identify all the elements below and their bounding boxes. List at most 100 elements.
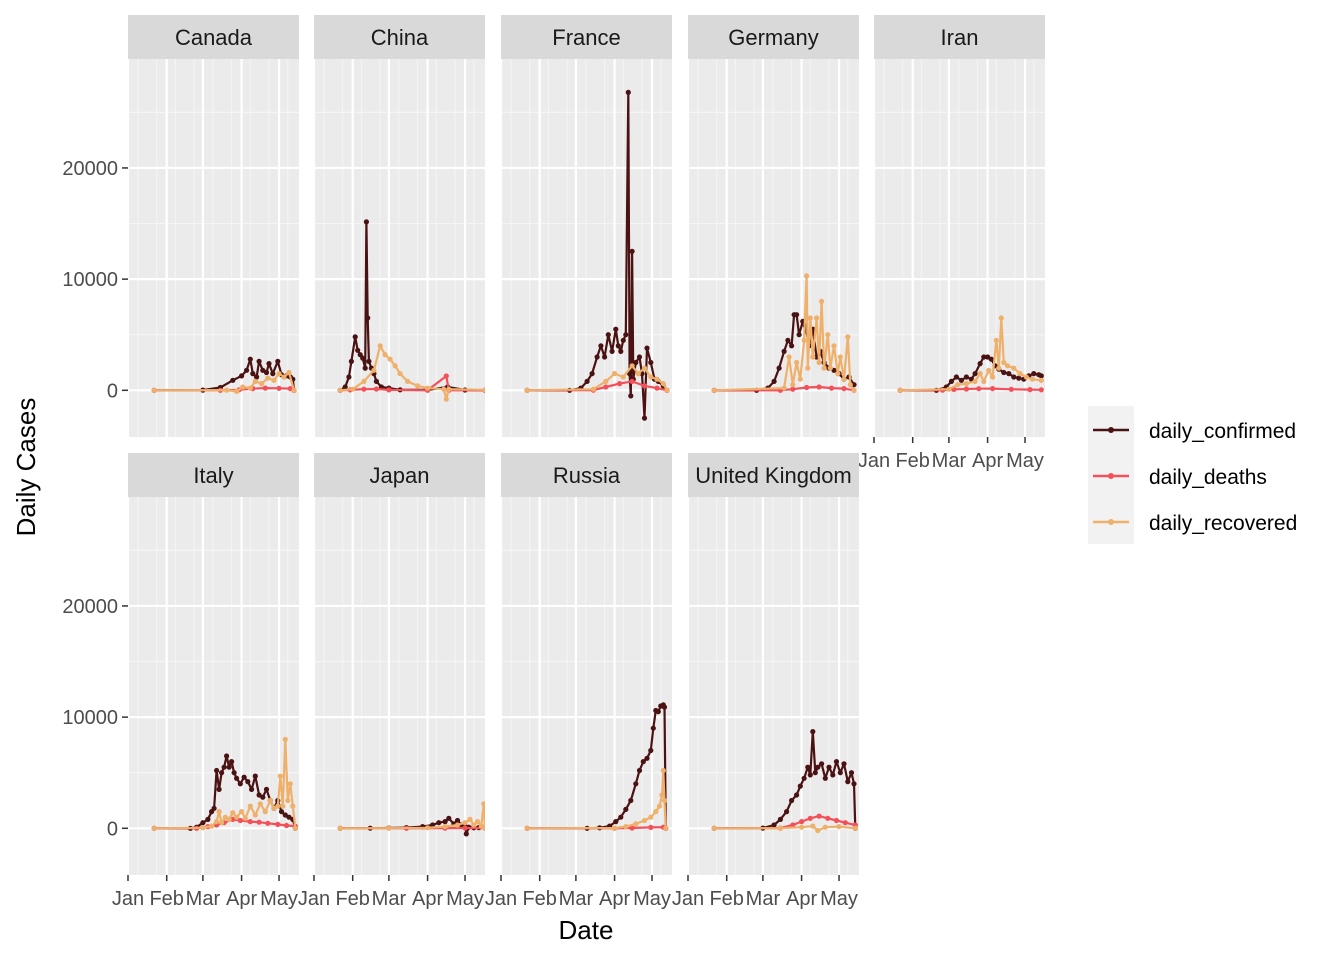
facet-strip <box>128 15 299 59</box>
data-point <box>275 821 281 828</box>
y-tick-label: 20000 <box>62 596 118 618</box>
data-point <box>386 825 392 831</box>
data-point <box>471 822 477 828</box>
y-tick-label: 10000 <box>62 269 118 291</box>
data-point <box>1031 371 1037 377</box>
data-point <box>263 786 270 793</box>
panel-russia: Russia Jan Feb Mar Apr May <box>485 453 672 910</box>
data-point <box>825 332 831 338</box>
facet-strip <box>501 453 672 497</box>
data-point <box>361 378 367 384</box>
panel-background <box>314 59 485 437</box>
data-point <box>462 820 468 826</box>
data-point <box>837 354 843 360</box>
y-tick-label: 0 <box>107 818 118 840</box>
data-point <box>387 356 393 362</box>
x-tick-label: May <box>633 888 671 910</box>
data-point <box>612 825 618 831</box>
data-point <box>266 361 272 367</box>
data-point <box>810 354 816 360</box>
data-point <box>958 377 965 383</box>
data-point <box>822 824 828 830</box>
data-point <box>620 374 626 380</box>
data-point <box>790 382 796 388</box>
data-point <box>214 819 220 825</box>
data-point <box>280 803 286 809</box>
data-point <box>200 820 206 826</box>
x-tick-label: Apr <box>412 888 443 910</box>
data-point <box>229 759 235 765</box>
data-point <box>807 772 813 778</box>
data-point <box>955 382 961 388</box>
series-daily-recovered <box>711 273 857 393</box>
data-point <box>990 374 996 380</box>
data-point <box>589 371 595 377</box>
data-point <box>804 384 810 391</box>
data-point <box>609 348 615 354</box>
data-point <box>981 354 987 360</box>
data-point <box>1029 376 1036 382</box>
data-point <box>442 819 448 825</box>
data-point <box>1005 363 1011 369</box>
data-point <box>815 827 821 834</box>
legend-label: daily_recovered <box>1149 512 1297 535</box>
facet-strip-label: France <box>552 25 620 50</box>
data-point <box>664 387 670 393</box>
data-point <box>262 809 268 815</box>
facet-strip-label: Japan <box>370 463 430 488</box>
series-daily-recovered <box>337 801 485 831</box>
data-point <box>837 770 843 776</box>
panel-france: France <box>499 15 672 437</box>
data-point <box>836 824 842 830</box>
data-point <box>603 384 609 390</box>
data-point <box>796 332 802 338</box>
data-point <box>654 376 660 382</box>
data-point <box>605 332 611 338</box>
data-point <box>833 759 840 765</box>
data-point <box>277 773 283 779</box>
data-point <box>711 825 717 831</box>
data-point <box>845 334 851 340</box>
data-point <box>366 358 372 364</box>
x-tick-label: Mar <box>186 888 221 910</box>
x-tick-label: Apr <box>599 888 630 910</box>
data-point <box>240 384 246 390</box>
data-point <box>635 371 641 377</box>
x-tick-label: Feb <box>522 888 556 910</box>
data-point <box>852 825 858 831</box>
data-point <box>286 814 292 820</box>
data-point <box>230 377 236 383</box>
data-point <box>821 365 827 371</box>
data-point <box>810 823 816 829</box>
data-point <box>653 809 659 815</box>
facet-strip <box>128 453 299 497</box>
data-point <box>352 334 358 340</box>
data-point <box>625 89 631 95</box>
data-point <box>998 315 1004 321</box>
data-point <box>1027 387 1033 393</box>
data-point <box>629 248 635 254</box>
legend-key-point <box>1108 473 1114 479</box>
data-point <box>271 805 277 811</box>
data-point <box>826 764 832 770</box>
data-point <box>835 371 841 377</box>
facet-strip-label: United Kingdom <box>695 463 852 488</box>
data-point <box>828 385 835 391</box>
y-tick-label: 10000 <box>62 707 118 729</box>
x-tick-label: Mar <box>559 888 594 910</box>
data-point <box>443 373 449 379</box>
data-point <box>382 352 388 358</box>
legend-key-point <box>1108 519 1114 525</box>
legend-entry-daily-deaths: daily_deaths <box>1093 466 1267 489</box>
data-point <box>598 343 604 349</box>
data-point <box>777 825 784 831</box>
data-point <box>219 820 225 826</box>
data-point <box>1038 387 1044 393</box>
data-point <box>244 367 250 373</box>
data-point <box>481 801 485 807</box>
data-point <box>467 816 473 823</box>
data-point <box>851 781 857 787</box>
data-point <box>462 825 468 831</box>
data-point <box>623 806 629 813</box>
data-point <box>771 822 777 828</box>
